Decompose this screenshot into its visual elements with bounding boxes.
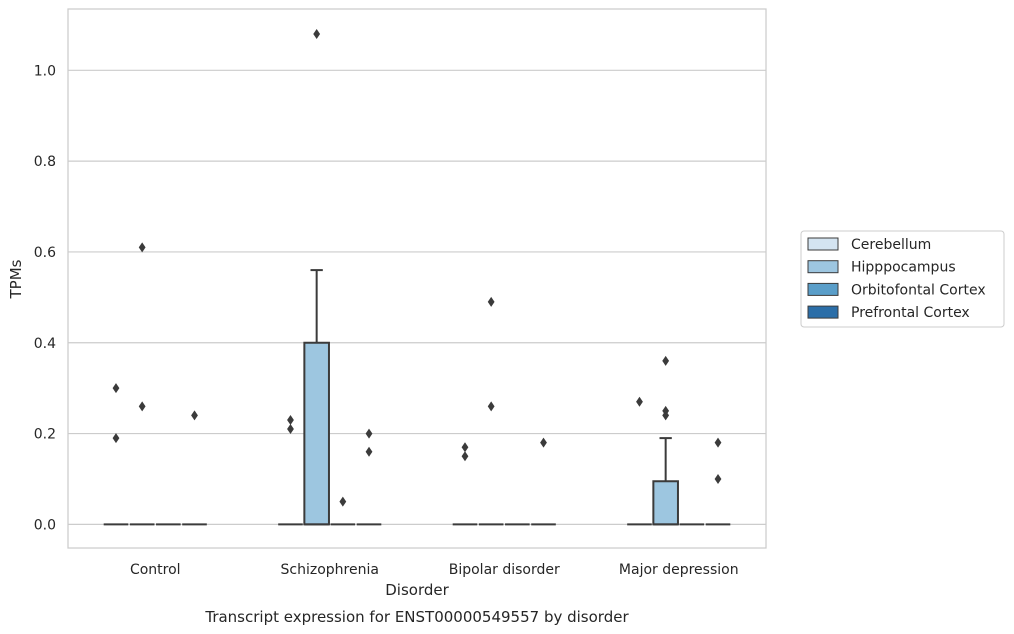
outlier-point <box>662 410 670 421</box>
y-tick-label: 0.6 <box>34 245 56 261</box>
y-axis-title: TPMs <box>7 259 25 299</box>
y-tick-labels: 0.0 0.2 0.4 0.6 0.8 1.0 <box>34 63 56 533</box>
legend-label: Cerebellum <box>851 237 931 253</box>
legend-label: Hipppocampus <box>851 260 956 276</box>
legend-label: Prefrontal Cortex <box>851 305 970 321</box>
y-tick-label: 1.0 <box>34 63 56 79</box>
outlier-point <box>112 433 120 444</box>
outlier-point <box>287 414 294 425</box>
y-tick-label: 0.0 <box>34 517 56 533</box>
x-tick-label: Control <box>130 562 181 578</box>
chart-caption: Transcript expression for ENST0000054955… <box>204 608 629 626</box>
boxes <box>103 269 731 526</box>
outlier-point <box>540 437 547 448</box>
legend-swatch <box>807 305 839 319</box>
outlier-point <box>636 396 643 407</box>
legend-frame <box>800 230 1005 328</box>
y-tick-label: 0.2 <box>34 427 56 443</box>
outlier-point <box>365 446 373 457</box>
outlier-point <box>191 410 198 421</box>
outlier-point <box>714 437 722 448</box>
outlier-point <box>339 496 347 507</box>
outlier-point <box>138 401 146 412</box>
x-tick-label: Major depression <box>619 562 739 578</box>
y-tick-label: 0.8 <box>34 154 56 170</box>
outlier-point <box>487 296 495 307</box>
legend-swatch <box>807 282 839 296</box>
outlier-point <box>487 401 495 412</box>
outlier-point <box>714 473 722 484</box>
outlier-point <box>461 451 469 462</box>
legend: Cerebellum Hipppocampus Orbitofontal Corte… <box>800 230 1005 328</box>
outlier-point <box>365 428 373 439</box>
legend-swatch <box>807 237 839 251</box>
gridlines <box>68 69 766 525</box>
legend-swatch <box>807 260 839 274</box>
x-axis-title: Disorder <box>385 581 449 599</box>
x-tick-label: Schizophrenia <box>281 562 379 578</box>
outlier-point <box>138 242 146 253</box>
box <box>303 341 330 526</box>
plot-frame <box>67 8 767 549</box>
box <box>652 480 679 526</box>
outlier-point <box>313 28 321 39</box>
outlier-point <box>287 424 294 435</box>
y-tick-label: 0.4 <box>34 336 56 352</box>
outliers <box>112 28 722 507</box>
outlier-point <box>461 442 469 453</box>
outlier-point <box>662 355 670 366</box>
legend-label: Orbitofontal Cortex <box>851 282 986 298</box>
x-tick-labels: Control Schizophrenia Bipolar disorder Majo… <box>130 562 739 578</box>
x-tick-label: Bipolar disorder <box>449 562 560 578</box>
outlier-point <box>112 383 120 394</box>
